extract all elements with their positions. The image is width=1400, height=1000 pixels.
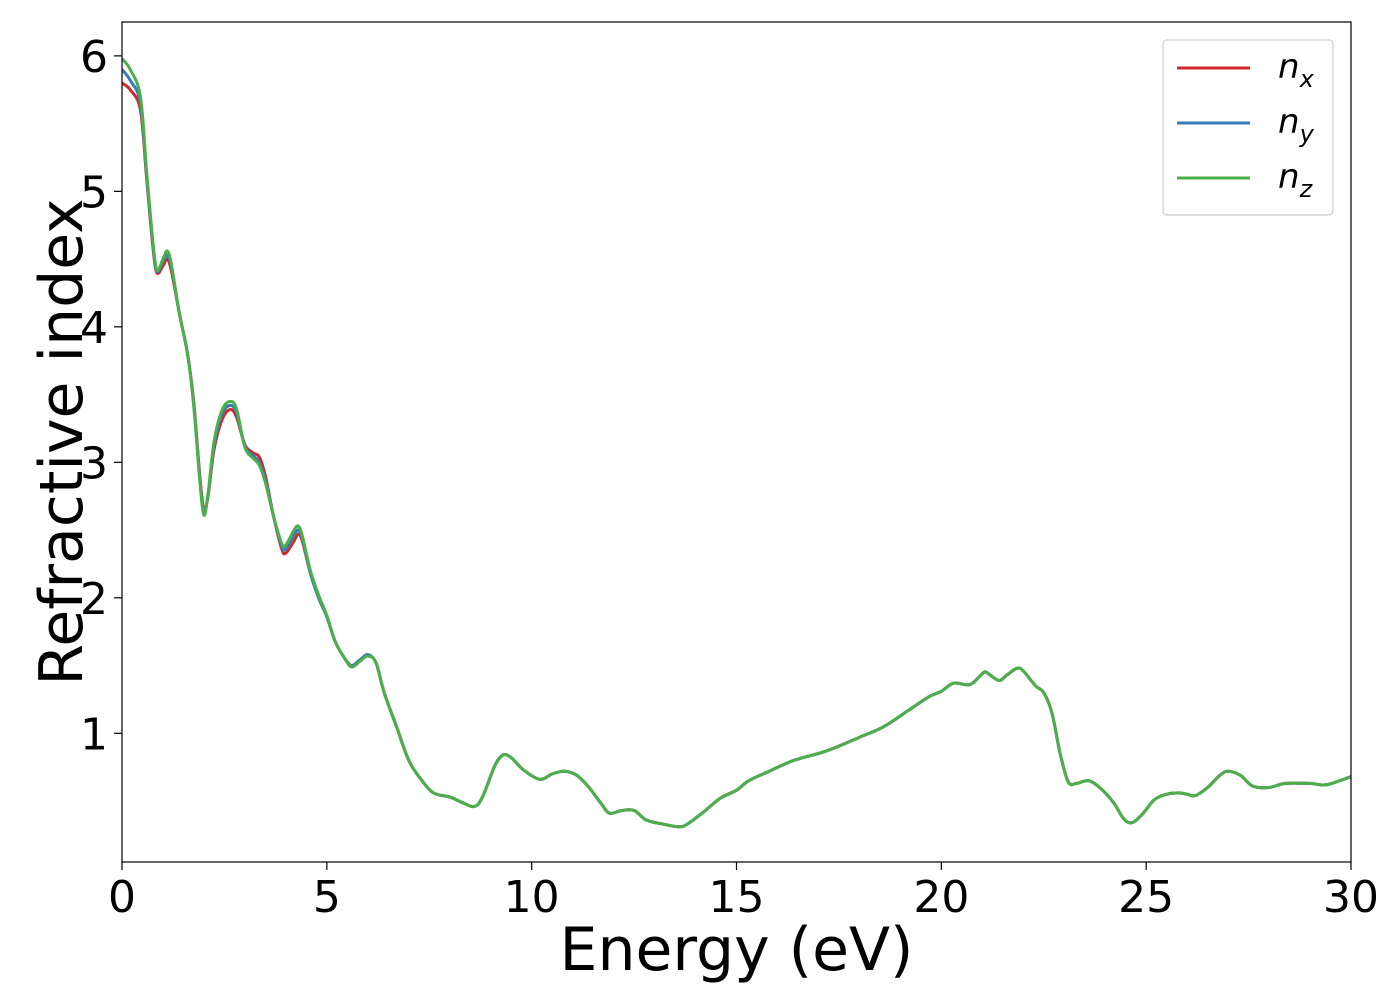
y-axis-ticks: 1 2 3 4 5 6 bbox=[80, 32, 122, 760]
x-tick-label: 10 bbox=[504, 872, 560, 923]
legend-label-nz: nz bbox=[1278, 157, 1314, 203]
legend-label-nx: nx bbox=[1278, 47, 1315, 93]
legend-label-subscript: x bbox=[1299, 65, 1315, 93]
x-tick-label: 0 bbox=[108, 872, 136, 923]
y-tick-label: 1 bbox=[80, 709, 108, 760]
x-tick-label: 30 bbox=[1323, 872, 1379, 923]
y-tick-label: 4 bbox=[80, 303, 108, 354]
legend-label-subscript: y bbox=[1299, 120, 1315, 148]
series-line-nz bbox=[122, 57, 1351, 829]
legend-label-subscript: z bbox=[1299, 175, 1314, 203]
x-tick-label: 20 bbox=[913, 872, 969, 923]
legend-label-symbol: n bbox=[1278, 47, 1300, 87]
legend-label-symbol: n bbox=[1278, 157, 1300, 197]
legend-label-ny: ny bbox=[1278, 102, 1315, 148]
y-tick-label: 6 bbox=[80, 32, 108, 83]
x-tick-label: 25 bbox=[1118, 872, 1174, 923]
series-layer bbox=[122, 57, 1351, 829]
legend-label-symbol: n bbox=[1278, 102, 1300, 142]
y-tick-label: 2 bbox=[80, 574, 108, 625]
x-tick-label: 5 bbox=[313, 872, 341, 923]
legend-box bbox=[1162, 39, 1334, 216]
x-tick-label: 15 bbox=[709, 872, 765, 923]
x-axis-ticks: 0 5 10 15 20 25 30 bbox=[108, 862, 1379, 923]
y-axis-label: Refractive index bbox=[27, 198, 97, 685]
x-axis-label: Energy (eV) bbox=[560, 915, 914, 985]
y-tick-label: 3 bbox=[80, 438, 108, 489]
y-tick-label: 5 bbox=[80, 167, 108, 218]
